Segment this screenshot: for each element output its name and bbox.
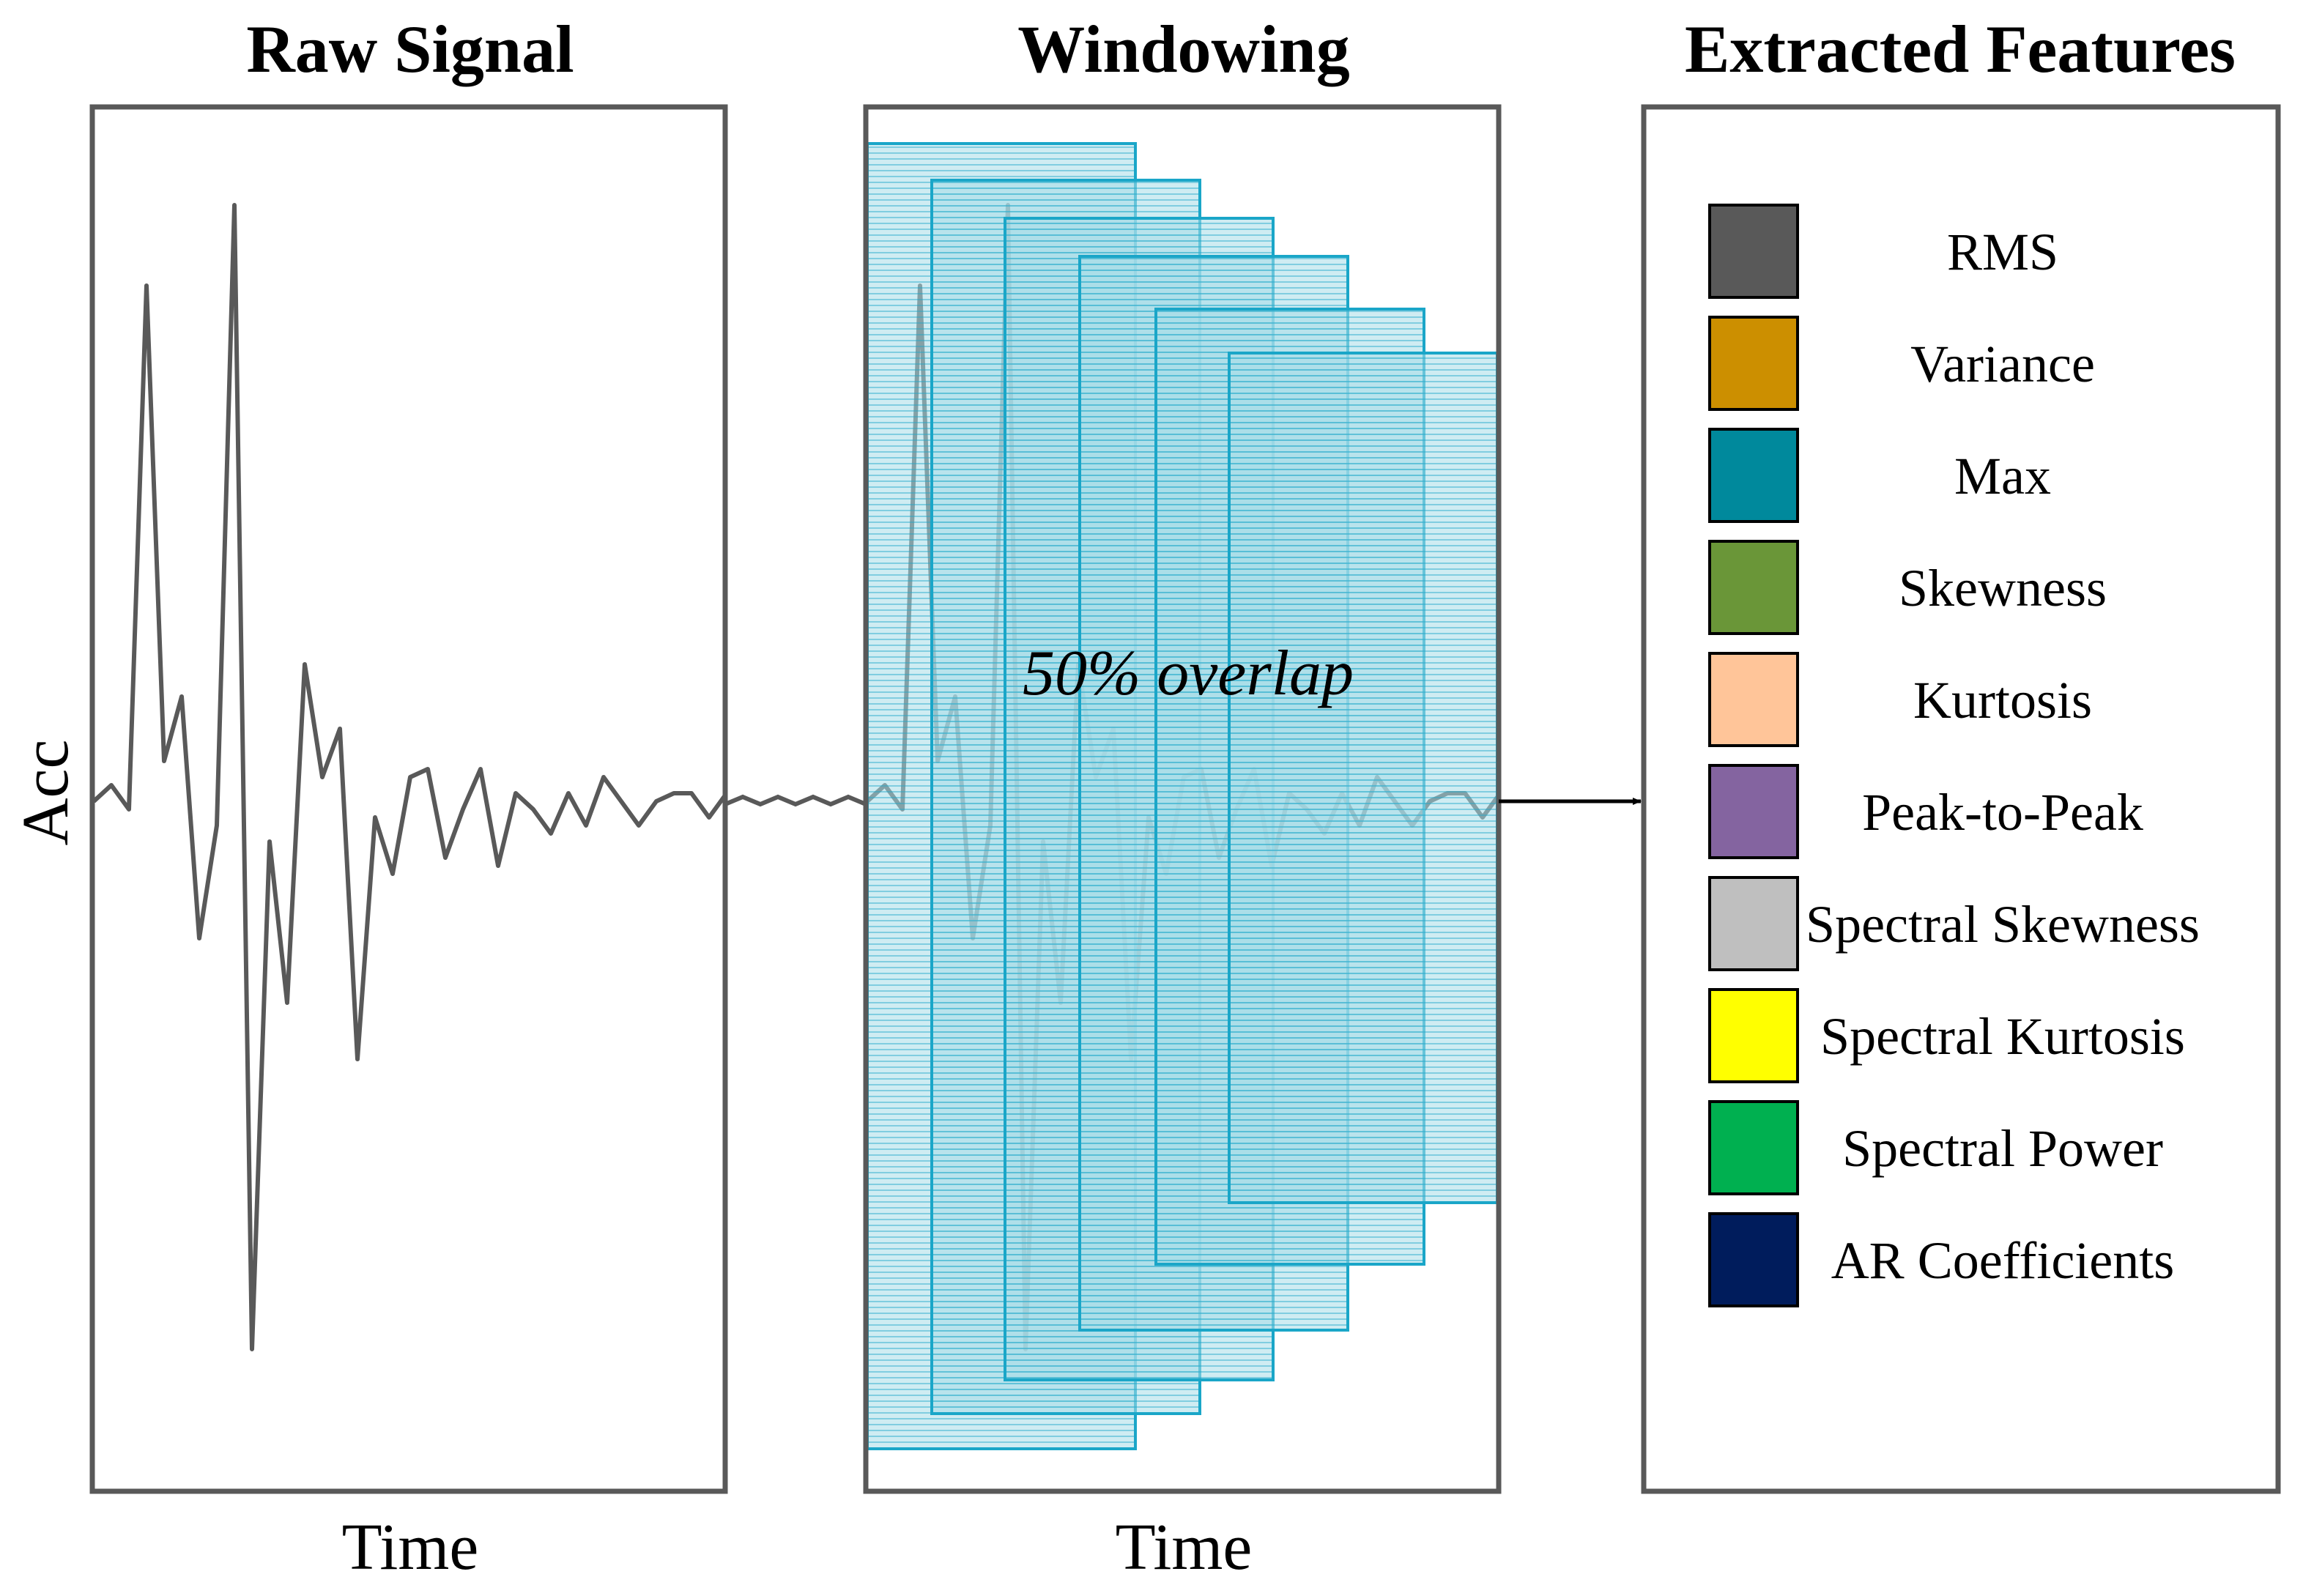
feature-item: Spectral Power — [1708, 1100, 2163, 1195]
feature-label: Max — [1954, 447, 2051, 505]
feature-swatch — [1708, 876, 1799, 971]
feature-item: Spectral Kurtosis — [1708, 988, 2185, 1083]
connecting-signal-line — [724, 794, 867, 807]
windowing-title: Windowing — [1017, 12, 1349, 86]
feature-swatch — [1708, 204, 1799, 299]
feature-label: Peak-to-Peak — [1862, 783, 2143, 842]
feature-item: Max — [1708, 428, 2051, 523]
window-hatch — [1229, 353, 1497, 1203]
feature-swatch — [1708, 764, 1799, 859]
window-frame — [1228, 352, 1499, 1204]
feature-swatch — [1708, 428, 1799, 523]
feature-item: AR Coefficients — [1708, 1212, 2175, 1307]
feature-swatch — [1708, 652, 1799, 747]
windowing-x-axis-label: Time — [1116, 1511, 1253, 1584]
windowing-panel: 50% overlap — [863, 104, 1502, 1494]
feature-label: Kurtosis — [1913, 671, 2092, 730]
features-frame — [1641, 104, 2281, 1494]
raw-signal-plot — [94, 203, 725, 1351]
feature-label: Spectral Power — [1842, 1119, 2163, 1178]
raw-y-axis-label: Acc — [10, 740, 82, 846]
feature-item: Variance — [1708, 316, 2095, 411]
feature-swatch — [1708, 316, 1799, 411]
extracted-features-title: Extracted Features — [1685, 12, 2236, 86]
raw-signal-line — [94, 203, 725, 1351]
feature-label: RMS — [1947, 223, 2058, 281]
raw-signal-title: Raw Signal — [246, 12, 574, 86]
feature-item: Spectral Skewness — [1708, 876, 2200, 971]
feature-item: RMS — [1708, 204, 2058, 299]
features-panel: RMS Variance Max Skewness Kurtosis Peak-to-Pe… — [1641, 104, 2281, 1494]
feature-label: Spectral Skewness — [1806, 895, 2200, 954]
overlap-label: 50% overlap — [1023, 638, 1354, 709]
feature-label: Spectral Kurtosis — [1820, 1007, 2185, 1066]
feature-legend: RMS Variance Max Skewness Kurtosis Peak-to-Pe… — [1708, 204, 2200, 1307]
feature-item: Peak-to-Peak — [1708, 764, 2143, 859]
window-frames — [866, 142, 1499, 1450]
raw-signal-frame — [89, 104, 728, 1494]
feature-item: Kurtosis — [1708, 652, 2092, 747]
raw-x-axis-label: Time — [342, 1511, 479, 1584]
feature-swatch — [1708, 1100, 1799, 1195]
feature-label: AR Coefficients — [1831, 1231, 2175, 1290]
feature-swatch — [1708, 540, 1799, 635]
feature-swatch — [1708, 1212, 1799, 1307]
feature-label: Skewness — [1899, 559, 2107, 617]
feature-swatch — [1708, 988, 1799, 1083]
feature-item: Skewness — [1708, 540, 2107, 635]
feature-label: Variance — [1910, 335, 2095, 393]
raw-signal-panel — [89, 104, 728, 1494]
windowing-frame — [863, 104, 1502, 1494]
